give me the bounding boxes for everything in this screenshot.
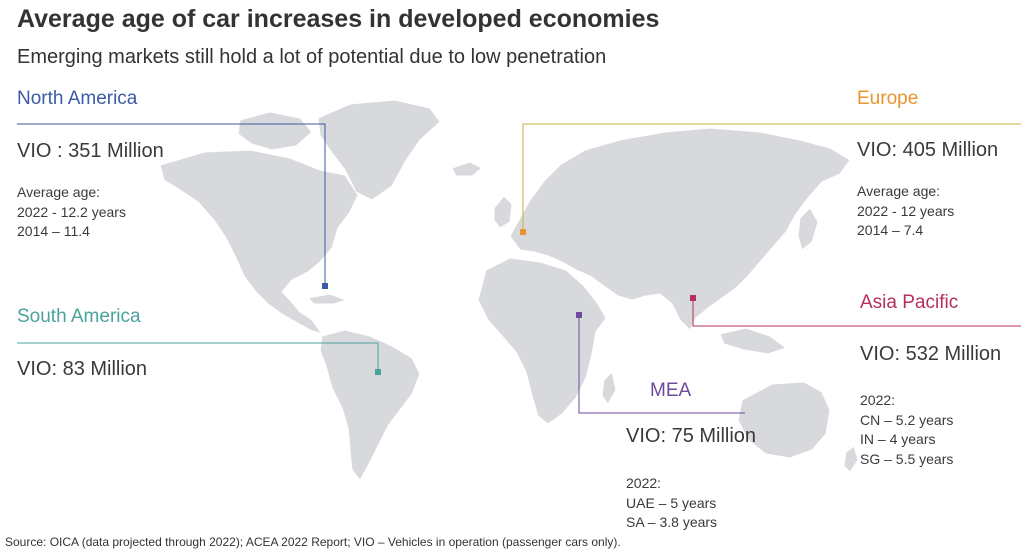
mea-detail-line: SA – 3.8 years <box>626 514 718 530</box>
japan-shape <box>797 207 819 251</box>
north-america-vio: VIO : 351 Million <box>17 140 164 162</box>
north-america-detail-line: Average age: <box>17 184 101 200</box>
asia-pacific-marker <box>690 295 696 301</box>
europe-vio: VIO: 405 Million <box>857 139 999 161</box>
north-america-detail-line: 2014 – 11.4 <box>17 223 90 239</box>
australia-shape <box>737 381 831 459</box>
north-america-marker <box>322 283 328 289</box>
arctic-islands-shape <box>237 111 313 151</box>
north-america-detail-line: 2022 - 12.2 years <box>17 203 126 220</box>
europe-connector <box>522 123 1021 232</box>
source-note: Source: OICA (data projected through 202… <box>5 535 621 549</box>
asia-pacific-label: Asia Pacific <box>860 292 959 313</box>
africa-shape <box>477 257 607 425</box>
south-america-label: South America <box>17 306 141 327</box>
asia-pacific-details: 2022: CN – 5.2 years IN – 4 years SG – 5… <box>860 391 953 469</box>
europe-detail-line: 2022 - 12 years <box>857 202 955 219</box>
caribbean-shape <box>306 293 348 305</box>
europe-details: Average age: 2022 - 12 years 2014 – 7.4 <box>857 182 954 241</box>
north-america-connector <box>17 123 326 286</box>
mea-detail-line: UAE – 5 years <box>626 494 717 511</box>
asia-pacific-detail-line: CN – 5.2 years <box>860 411 954 428</box>
madagascar-shape <box>601 371 617 405</box>
mea-connector <box>578 315 745 414</box>
south-america-connector <box>17 342 379 372</box>
greenland-shape <box>317 99 441 201</box>
north-america-details: Average age: 2022 - 12.2 years 2014 – 11… <box>17 183 126 242</box>
uk-shape <box>493 195 513 229</box>
mea-details: 2022: UAE – 5 years SA – 3.8 years <box>626 474 717 533</box>
asia-pacific-detail-line: 2022: <box>860 392 896 408</box>
eurasia-shape <box>509 127 851 331</box>
europe-detail-line: Average age: <box>857 183 941 199</box>
europe-marker <box>520 229 526 235</box>
mea-label: MEA <box>650 380 692 401</box>
iceland-shape <box>451 161 483 177</box>
asia-pacific-detail-line: IN – 4 years <box>860 431 936 447</box>
europe-label: Europe <box>857 88 919 109</box>
mea-vio: VIO: 75 Million <box>626 425 757 447</box>
south-america-vio: VIO: 83 Million <box>17 358 148 380</box>
south-america-shape <box>319 329 421 481</box>
asia-pacific-detail-line: SG – 5.5 years <box>860 450 954 467</box>
north-america-label: North America <box>17 88 138 109</box>
page-subtitle: Emerging markets still hold a lot of pot… <box>17 46 607 68</box>
europe-detail-line: 2014 – 7.4 <box>857 222 924 238</box>
page-title: Average age of car increases in develope… <box>17 5 660 33</box>
sea-islands-shape <box>719 327 788 355</box>
asia-pacific-connector <box>692 298 1021 327</box>
south-america-marker <box>375 369 381 375</box>
mea-detail-line: 2022: <box>626 475 662 491</box>
north-america-shape <box>159 149 359 335</box>
new-zealand-shape <box>843 445 859 473</box>
asia-pacific-vio: VIO: 532 Million <box>860 343 1002 365</box>
mea-marker <box>576 312 582 318</box>
